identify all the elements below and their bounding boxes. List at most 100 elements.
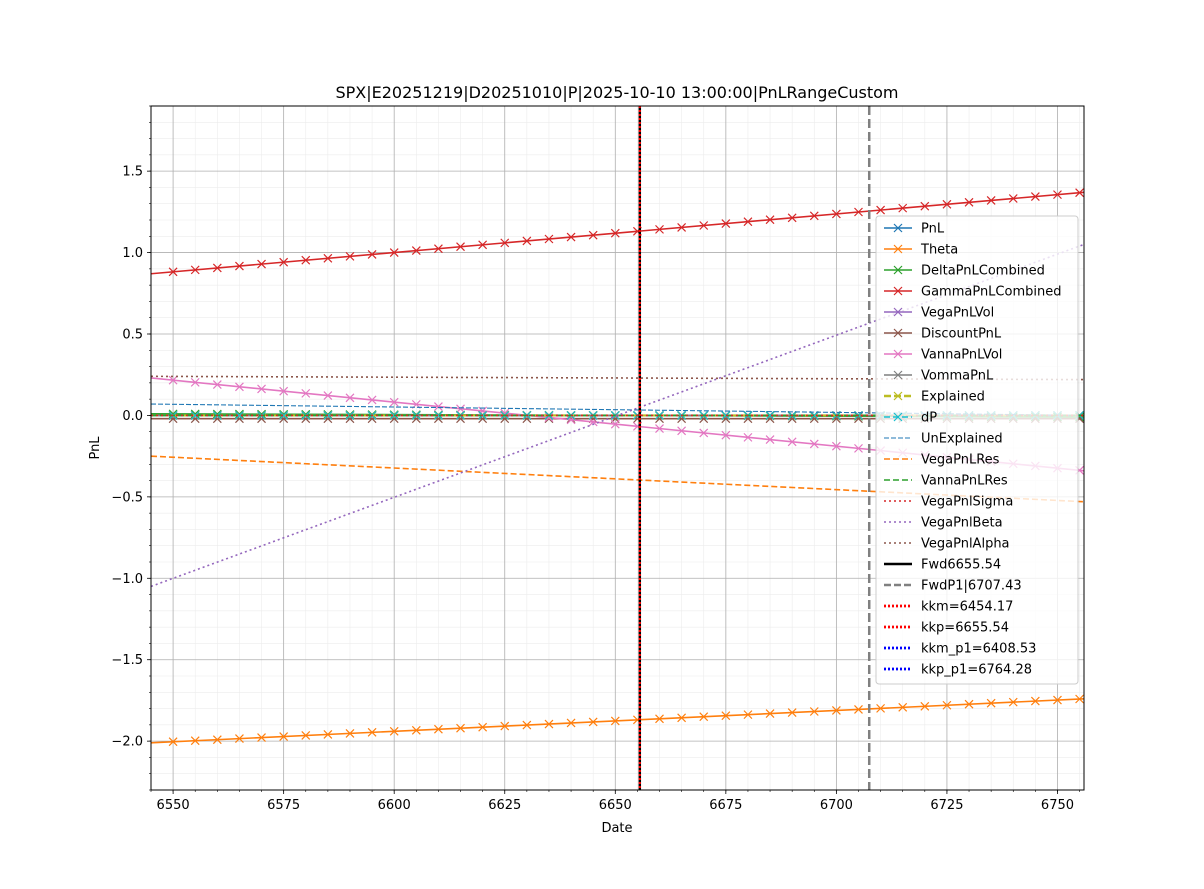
y-tick-label: −1.5 xyxy=(111,653,143,668)
series-point-Theta xyxy=(345,728,355,738)
series-point-GammaPnLCombined xyxy=(522,236,532,246)
series-point-GammaPnLCombined xyxy=(566,232,576,242)
legend-label: Theta xyxy=(920,243,958,258)
series-point-GammaPnLCombined xyxy=(1075,188,1084,198)
x-tick-label: 6625 xyxy=(488,798,521,813)
x-axis-label: Date xyxy=(601,821,632,836)
series-point-GammaPnLCombined xyxy=(168,267,178,277)
series-point-DeltaPnLCombined xyxy=(345,410,355,419)
legend-marker-GammaPnLCombined xyxy=(893,286,903,296)
series-point-Theta xyxy=(942,700,952,710)
series-point-Theta xyxy=(787,708,797,717)
x-axis: 6550 6575 6600 6625 6650 6675 6700 6725 6750 xyxy=(150,790,1080,813)
series-point-VannaPnLVol xyxy=(345,393,355,403)
legend-label: VegaPnLVol xyxy=(921,306,994,321)
series-point-Theta xyxy=(544,719,554,729)
series-point-Theta xyxy=(876,703,886,713)
legend-label: VegaPnlBeta xyxy=(921,516,1003,531)
legend-label: kkp=6655.54 xyxy=(921,621,1009,636)
y-tick-label: 0.5 xyxy=(122,328,143,343)
series-point-GammaPnLCombined xyxy=(235,261,244,271)
series-point-Theta xyxy=(279,732,289,741)
legend-marker-Explained xyxy=(893,391,903,401)
legend-label: DeltaPnLCombined xyxy=(921,264,1045,279)
series-point-GammaPnLCombined xyxy=(544,234,554,244)
legend-label: VegaPnLRes xyxy=(921,453,1000,468)
series-point-Theta xyxy=(809,707,819,716)
legend-marker-DeltaPnLCombined xyxy=(893,265,903,275)
legend-label: UnExplained xyxy=(921,432,1003,447)
series-point-Theta xyxy=(610,716,620,726)
series-point-dP xyxy=(765,411,775,420)
series-point-GammaPnLCombined xyxy=(1053,190,1062,200)
legend-label: VommaPnL xyxy=(921,369,994,384)
series-point-Theta xyxy=(721,711,731,721)
series-point-GammaPnLCombined xyxy=(743,217,753,227)
series-point-GammaPnLCombined xyxy=(345,251,355,261)
series-point-GammaPnLCombined xyxy=(389,248,399,257)
series-point-GammaPnLCombined xyxy=(942,199,952,209)
series-point-GammaPnLCombined xyxy=(876,205,886,215)
series-point-Theta xyxy=(1053,695,1062,705)
legend-label: GammaPnLCombined xyxy=(921,285,1061,300)
series-point-Theta xyxy=(743,710,753,720)
series-point-GammaPnLCombined xyxy=(323,253,333,263)
y-tick-label: 0.0 xyxy=(122,409,143,424)
series-point-Theta xyxy=(456,723,465,733)
series-point-Theta xyxy=(831,706,841,715)
series-point-Theta xyxy=(655,714,664,724)
y-tick-label: −2.0 xyxy=(111,735,143,750)
series-point-GammaPnLCombined xyxy=(765,215,775,225)
x-tick-label: 6700 xyxy=(820,798,853,813)
series-point-Theta xyxy=(1075,694,1084,704)
series-point-Theta xyxy=(566,718,576,728)
series-point-GammaPnLCombined xyxy=(610,228,620,238)
series-point-VannaPnLVol xyxy=(743,432,753,442)
series-point-GammaPnLCombined xyxy=(898,203,908,213)
series-point-Theta xyxy=(411,725,421,735)
series-point-Theta xyxy=(588,717,598,727)
series-point-Theta xyxy=(677,713,687,723)
series-point-DeltaPnLCombined xyxy=(279,409,289,419)
x-tick-label: 6650 xyxy=(599,798,632,813)
series-point-dP xyxy=(809,411,819,420)
series-point-Theta xyxy=(168,737,178,747)
series-point-VannaPnLVol xyxy=(831,441,841,451)
x-tick-label: 6550 xyxy=(157,798,190,813)
series-point-VannaPnLVol xyxy=(610,419,620,429)
legend-marker-PnL xyxy=(893,223,903,233)
series-point-VannaPnLVol xyxy=(854,443,863,453)
series-point-VannaPnLVol xyxy=(699,428,709,438)
legend-label: kkm_p1=6408.53 xyxy=(921,642,1036,657)
series-point-VannaPnLVol xyxy=(456,404,465,414)
series-point-Theta xyxy=(986,698,996,708)
legend-marker-VommaPnL xyxy=(893,370,903,380)
legend-label: VegaPnlAlpha xyxy=(921,537,1010,552)
series-point-VannaPnLVol xyxy=(212,380,222,389)
legend-label: PnL xyxy=(921,222,945,237)
y-axis: −2.0 −1.5 −1.0 −0.5 0.0 0.5 1.0 1.5 xyxy=(111,105,151,791)
series-point-dP xyxy=(279,411,289,420)
series-point-GammaPnLCombined xyxy=(986,195,996,205)
series-point-VannaPnLVol xyxy=(190,377,200,387)
x-tick-label: 6575 xyxy=(267,798,300,813)
x-tick-label: 6725 xyxy=(930,798,963,813)
series-point-GammaPnLCombined xyxy=(367,250,377,259)
series-point-VannaPnLVol xyxy=(787,437,797,447)
series-point-VannaPnLVol xyxy=(367,395,377,405)
series-point-VannaPnLVol xyxy=(655,424,664,433)
series-point-VannaPnLVol xyxy=(433,402,443,411)
legend: PnL Theta DeltaPnLCombined GammaPnLCombined… xyxy=(875,215,1079,685)
series-point-Theta xyxy=(765,709,775,719)
series-line-VegaPnlAlpha xyxy=(151,375,1084,381)
series-point-GammaPnLCombined xyxy=(699,221,709,230)
series-point-VannaPnLVol xyxy=(809,439,819,449)
series-point-Theta xyxy=(190,736,200,746)
series-point-GammaPnLCombined xyxy=(500,238,510,248)
legend-marker-VannaPnLVol xyxy=(893,349,903,359)
series-point-GammaPnLCombined xyxy=(478,240,488,250)
y-tick-label: 1.5 xyxy=(122,165,143,180)
series-point-dP xyxy=(721,411,731,420)
x-tick-label: 6675 xyxy=(709,798,742,813)
legend-label: kkm=6454.17 xyxy=(921,600,1013,615)
